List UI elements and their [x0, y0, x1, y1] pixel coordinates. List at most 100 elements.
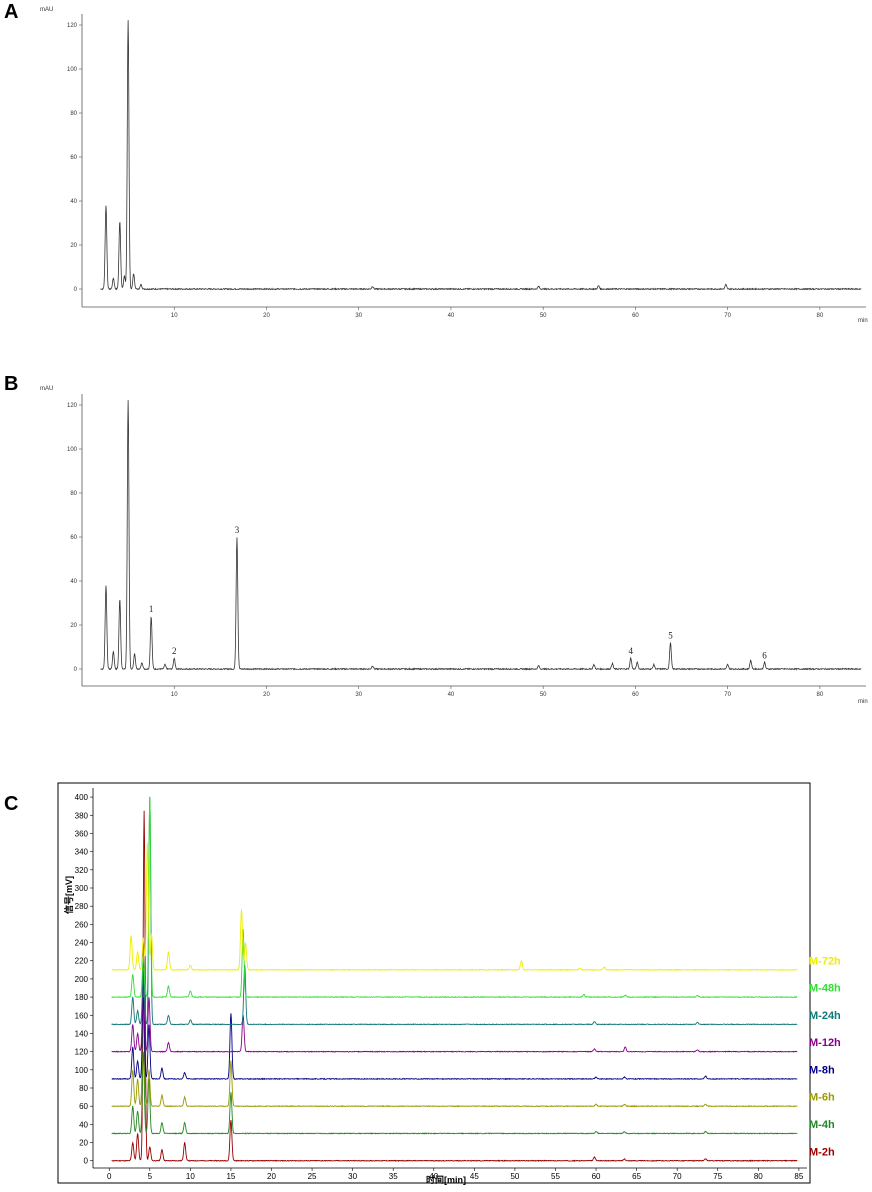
y-tick-label: 40 [70, 199, 77, 205]
panel-c-traces [111, 796, 798, 1162]
peak-label: 1 [149, 604, 154, 614]
x-tick-label: 20 [263, 313, 270, 319]
panel-c: C 信号[mV] 时间[min] 02040608010012014016018… [4, 782, 841, 1185]
peak-label: 6 [762, 650, 767, 660]
y-tick-label: 280 [75, 902, 89, 911]
panel-a-trace [100, 20, 862, 291]
y-tick-label: 20 [70, 243, 77, 249]
x-tick-label: 20 [267, 1172, 276, 1181]
y-tick-label: 220 [75, 957, 89, 966]
y-tick-label: 240 [75, 939, 89, 948]
panel-c-axes [92, 788, 807, 1169]
y-tick-label: 100 [67, 67, 78, 73]
y-tick-label: 400 [75, 793, 89, 802]
y-tick-label: 200 [75, 975, 89, 984]
x-tick-label: 50 [540, 692, 547, 698]
x-tick-label: 40 [448, 313, 455, 319]
y-tick-label: 60 [70, 155, 77, 161]
series-line-m-2h [111, 810, 798, 1162]
legend-label: M-12h [809, 1037, 841, 1049]
y-tick-label: 20 [70, 623, 77, 629]
x-tick-label: 50 [540, 313, 547, 319]
panel-c-ylabel: 信号[mV] [63, 876, 74, 914]
panel-a-y-unit: mAU [40, 7, 53, 13]
panel-c-legend: M-2h M-4h M-6h M-8h M-12h M-24h M-48h M-72h [809, 955, 841, 1158]
panel-a-letter: A [4, 1, 18, 23]
series-line-m-12h [111, 978, 798, 1053]
legend-label: M-6h [809, 1092, 835, 1104]
y-tick-label: 80 [79, 1084, 88, 1093]
x-tick-label: 70 [724, 692, 731, 698]
legend-label: M-8h [809, 1064, 835, 1076]
y-tick-label: 40 [70, 579, 77, 585]
y-tick-label: 120 [67, 23, 78, 29]
x-tick-label: 35 [389, 1172, 398, 1181]
x-tick-label: 40 [429, 1172, 438, 1181]
x-tick-label: 65 [632, 1172, 641, 1181]
x-tick-label: 75 [713, 1172, 722, 1181]
panel-a-ticks: 0 20 40 60 80 100 120 10 20 30 40 50 60 70 80 [67, 23, 824, 319]
x-tick-label: 0 [107, 1172, 112, 1181]
y-tick-label: 60 [70, 535, 77, 541]
y-tick-label: 0 [74, 667, 78, 673]
y-tick-label: 80 [70, 491, 77, 497]
y-tick-label: 0 [84, 1157, 89, 1166]
panel-b-letter: B [4, 373, 18, 395]
panel-b-axes [81, 394, 866, 687]
panel-b: B mAU min 0 20 40 60 80 100 120 10 20 30 40 50 60 70 8… [4, 373, 868, 705]
y-tick-label: 140 [75, 1029, 89, 1038]
panel-c-ticks: 0204060801001201401601802002202402602803… [75, 793, 804, 1181]
panel-a-x-unit: min [858, 318, 868, 324]
y-tick-label: 120 [75, 1048, 89, 1057]
x-tick-label: 80 [754, 1172, 763, 1181]
y-tick-label: 180 [75, 993, 89, 1002]
series-line-m-8h [111, 997, 798, 1081]
y-tick-label: 100 [75, 1066, 89, 1075]
series-line-m-24h [111, 796, 798, 1026]
y-tick-label: 380 [75, 811, 89, 820]
panel-c-frame [57, 782, 811, 1184]
y-tick-label: 120 [67, 403, 78, 409]
x-tick-label: 30 [355, 692, 362, 698]
panel-c-xlabel: 时间[min] [426, 1174, 466, 1185]
y-tick-label: 160 [75, 1011, 89, 1020]
y-tick-label: 0 [74, 287, 78, 293]
panel-a: A mAU min 0 20 40 60 80 100 120 10 20 30 40 50 60 70 8… [4, 1, 868, 324]
y-tick-label: 260 [75, 920, 89, 929]
x-tick-label: 85 [794, 1172, 803, 1181]
y-tick-label: 60 [79, 1102, 88, 1111]
x-tick-label: 55 [551, 1172, 560, 1181]
x-tick-label: 10 [186, 1172, 195, 1181]
x-tick-label: 45 [470, 1172, 479, 1181]
legend-label: M-48h [809, 983, 841, 995]
chromatogram-line [100, 20, 862, 291]
x-tick-label: 70 [673, 1172, 682, 1181]
x-tick-label: 20 [263, 692, 270, 698]
series-line-m-4h [111, 1051, 798, 1135]
peak-label: 4 [629, 646, 634, 656]
series-line-m-48h [111, 797, 798, 999]
x-tick-label: 70 [724, 313, 731, 319]
x-tick-label: 80 [817, 692, 824, 698]
x-tick-label: 30 [348, 1172, 357, 1181]
y-tick-label: 360 [75, 829, 89, 838]
series-line-m-6h [111, 1006, 798, 1108]
y-tick-label: 40 [79, 1120, 88, 1129]
legend-label: M-72h [809, 955, 841, 967]
x-tick-label: 10 [171, 692, 178, 698]
y-tick-label: 100 [67, 447, 78, 453]
x-tick-label: 30 [355, 313, 362, 319]
panel-b-peak-labels: 1 2 3 4 5 6 [149, 525, 767, 660]
panel-a-axes [81, 14, 866, 308]
peak-label: 3 [235, 525, 240, 535]
x-tick-label: 25 [308, 1172, 317, 1181]
peak-label: 2 [172, 646, 177, 656]
x-tick-label: 80 [817, 313, 824, 319]
x-tick-label: 50 [510, 1172, 519, 1181]
x-tick-label: 5 [148, 1172, 153, 1181]
legend-label: M-2h [809, 1146, 835, 1158]
panel-b-y-unit: mAU [40, 386, 53, 392]
x-tick-label: 60 [632, 313, 639, 319]
x-tick-label: 40 [448, 692, 455, 698]
